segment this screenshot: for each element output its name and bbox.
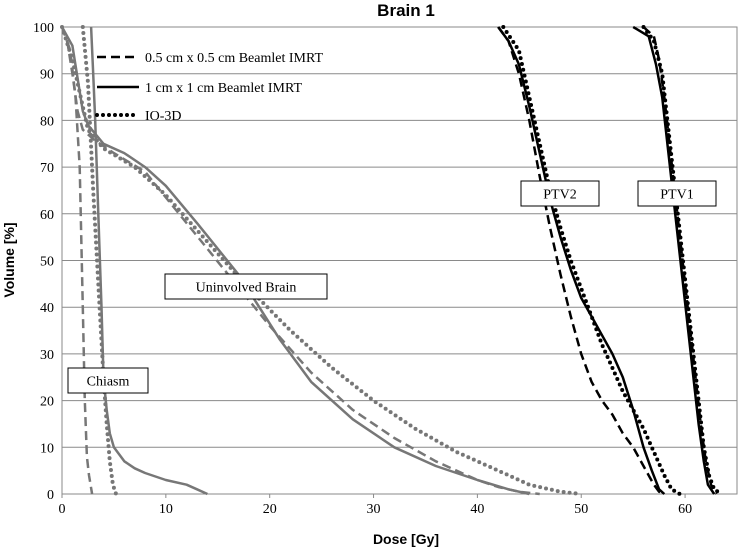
annotation-box-chiasm — [67, 367, 149, 394]
x-tick-label: 50 — [574, 502, 588, 517]
uninvolved-brain-dotted-line — [60, 25, 584, 496]
legend-label-solid: 1 cm x 1 cm Beamlet IMRT — [145, 81, 302, 96]
annotation-label-ptv1: PTV1 — [660, 188, 693, 203]
plot-border — [61, 26, 738, 495]
axes — [61, 494, 686, 498]
x-tick-label: 0 — [59, 502, 66, 517]
x-tick-label: 60 — [678, 502, 692, 517]
gridlines — [61, 26, 738, 495]
x-tick-labels: 0 10 20 30 40 50 60 — [59, 502, 693, 517]
y-tick-label: 100 — [33, 21, 54, 36]
y-tick-labels: 0 10 20 30 40 50 60 70 80 90 100 — [33, 21, 54, 503]
chiasm-dotted-line — [80, 25, 118, 496]
annotations: Uninvolved Brain Chiasm PTV2 PTV1 — [67, 180, 717, 394]
chiasm-dashed-line — [60, 26, 94, 495]
annotation-label-uninvolved-brain: Uninvolved Brain — [196, 281, 297, 296]
x-tick-label: 10 — [159, 502, 173, 517]
annotation-label-ptv2: PTV2 — [543, 188, 576, 203]
uninvolved-brain-solid-line — [60, 26, 530, 496]
y-tick-label: 10 — [40, 441, 54, 456]
chart-title: Brain 1 — [377, 1, 435, 20]
x-tick-label: 40 — [470, 502, 484, 517]
y-tick-label: 70 — [40, 161, 54, 176]
y-tick-label: 50 — [40, 255, 54, 270]
annotation-box-ptv2 — [520, 180, 600, 207]
legend-label-dotted: IO-3D — [145, 109, 182, 124]
ptv2-dashed-line — [497, 26, 665, 496]
legend-label-dashed: 0.5 cm x 0.5 cm Beamlet IMRT — [145, 51, 323, 66]
y-tick-label: 20 — [40, 395, 54, 410]
y-tick-label: 40 — [40, 301, 54, 316]
y-tick-label: 30 — [40, 348, 54, 363]
x-axis-title: Dose [Gy] — [373, 531, 439, 547]
x-tick-label: 30 — [367, 502, 381, 517]
annotation-box-ptv1 — [637, 180, 717, 207]
annotation-box-uninvolved-brain — [164, 273, 328, 300]
ptv2-dotted-line — [501, 25, 682, 496]
y-tick-label: 90 — [40, 68, 54, 83]
y-tick-label: 0 — [47, 488, 54, 503]
x-tick-label: 20 — [263, 502, 277, 517]
chiasm-solid-line — [89, 26, 208, 496]
ptv1-dotted-line — [641, 25, 724, 496]
y-tick-label: 60 — [40, 208, 54, 223]
annotation-label-chiasm: Chiasm — [87, 375, 130, 390]
y-tick-label: 80 — [40, 114, 54, 129]
legend: 0.5 cm x 0.5 cm Beamlet IMRT 1 cm x 1 cm … — [95, 51, 323, 124]
ptv1-solid-line — [632, 25, 716, 495]
y-axis-title: Volume [%] — [1, 222, 17, 297]
